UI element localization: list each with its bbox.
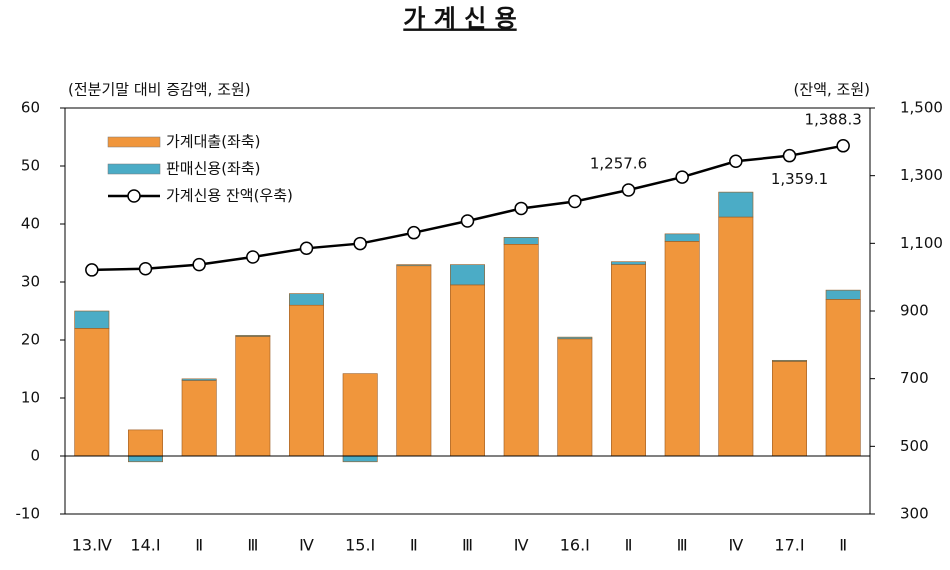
bar [450, 264, 485, 286]
x-tick-label: Ⅳ [299, 536, 314, 555]
bar [450, 284, 485, 457]
balance-point [353, 236, 367, 251]
y2-tick-label: 500 [900, 437, 929, 455]
y2-tick-label: 300 [900, 505, 929, 523]
bar [718, 216, 754, 457]
bar [557, 336, 593, 340]
value-label: 1,257.6 [590, 155, 647, 173]
y2-tick-label: 900 [900, 302, 929, 320]
bar [503, 244, 539, 457]
bar [235, 335, 271, 337]
bar [289, 304, 324, 457]
legend-label: 가계대출(좌축) [166, 133, 261, 151]
bar [611, 261, 646, 265]
x-tick-label: 15.Ⅰ [345, 536, 375, 555]
bar [289, 293, 324, 306]
balance-point [782, 148, 797, 163]
bar [611, 264, 646, 457]
bar [557, 338, 593, 457]
balance-point [514, 201, 528, 216]
y2-tick-label: 1,300 [900, 166, 943, 184]
x-tick-label: 14.Ⅰ [130, 536, 160, 555]
balance-point [621, 183, 636, 197]
bar [74, 310, 110, 329]
balance-point [246, 250, 260, 264]
y-tick-label: 10 [21, 389, 40, 407]
y-tick-label: 60 [21, 99, 40, 117]
y-tick-label: 50 [21, 157, 40, 175]
bar [396, 265, 432, 457]
bar [772, 361, 807, 457]
y2-tick-label: 1,500 [900, 99, 943, 117]
bar [181, 380, 217, 457]
x-tick-label: 17.Ⅰ [774, 536, 804, 555]
y-tick-label: 40 [21, 215, 40, 233]
chart-title: 가 계 신 용 [403, 4, 516, 33]
balance-point [568, 194, 582, 209]
legend-marker [127, 189, 141, 203]
x-tick-label: Ⅳ [728, 536, 743, 555]
bar [718, 191, 754, 218]
bar [503, 237, 539, 245]
bar [664, 241, 700, 457]
bar [128, 455, 163, 463]
bar [128, 429, 163, 457]
y2-axis-label: (잔액, 조원) [794, 81, 870, 99]
legend-swatch [107, 136, 161, 148]
balance-point [299, 241, 314, 256]
x-tick-label: Ⅱ [625, 536, 633, 555]
y2-tick-label: 1,100 [900, 234, 943, 252]
balance-point [85, 263, 99, 277]
y-tick-label: -10 [16, 505, 41, 523]
balance-point [460, 214, 475, 228]
y-tick-label: 20 [21, 331, 40, 349]
bar [396, 264, 432, 267]
x-tick-label: Ⅲ [677, 536, 688, 555]
balance-point [836, 139, 850, 153]
balance-point [675, 170, 689, 184]
y-axis-label: (전분기말 대비 증감액, 조원) [68, 81, 251, 99]
bar [825, 289, 861, 300]
bar [664, 233, 700, 242]
bar [772, 359, 807, 362]
bar [74, 328, 110, 457]
balance-point [729, 154, 743, 169]
bar [342, 373, 378, 457]
x-tick-label: Ⅲ [247, 536, 258, 555]
value-label: 1,388.3 [805, 110, 862, 128]
legend-label: 판매신용(좌축) [166, 160, 261, 178]
balance-point [407, 225, 421, 240]
balance-point [138, 261, 153, 276]
x-tick-label: Ⅲ [462, 536, 473, 555]
x-tick-label: Ⅱ [195, 536, 203, 555]
x-tick-label: 13.Ⅳ [72, 536, 112, 555]
bar [342, 455, 378, 463]
y2-tick-label: 700 [900, 369, 929, 387]
y-tick-label: 30 [21, 273, 40, 291]
legend-swatch [107, 163, 161, 175]
bar [235, 336, 271, 457]
x-tick-label: Ⅳ [514, 536, 529, 555]
balance-point [192, 257, 206, 272]
x-tick-label: Ⅱ [410, 536, 418, 555]
bar [825, 299, 861, 457]
legend-label: 가계신용 잔액(우축) [166, 187, 293, 205]
x-tick-label: Ⅱ [839, 536, 847, 555]
value-label: 1,359.1 [771, 170, 828, 188]
y-tick-label: 0 [30, 447, 40, 465]
x-tick-label: 16.Ⅰ [560, 536, 590, 555]
bar [181, 378, 217, 381]
